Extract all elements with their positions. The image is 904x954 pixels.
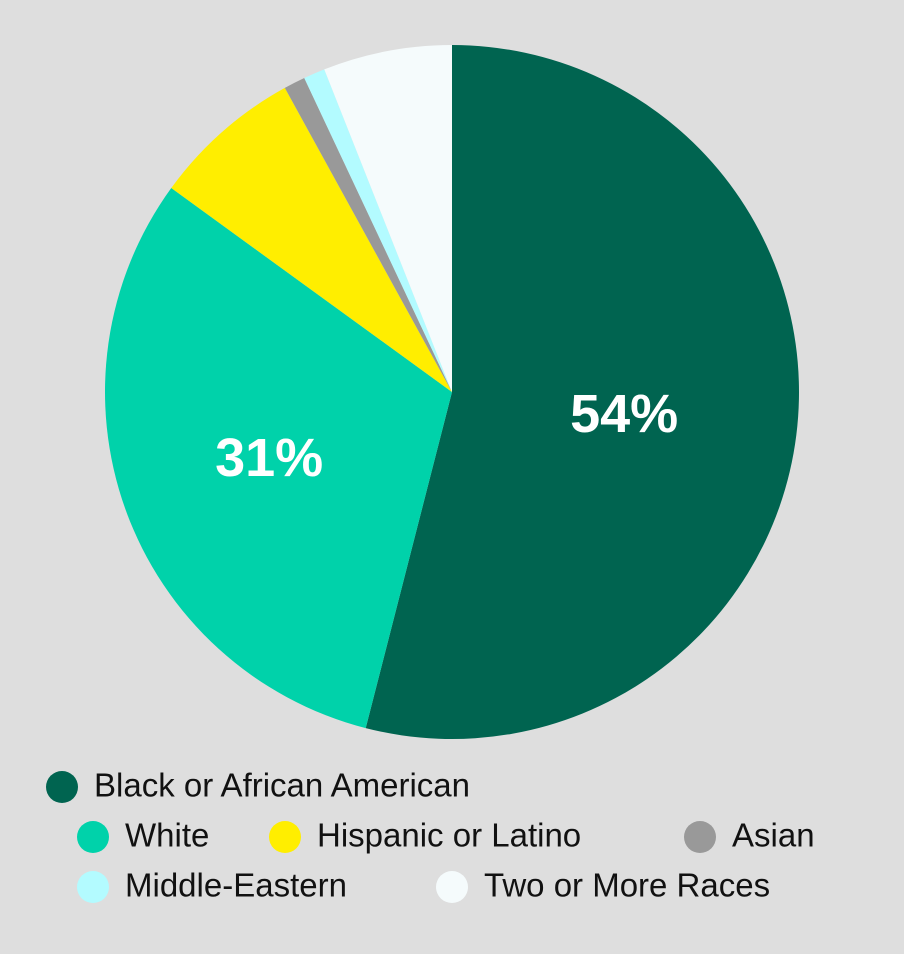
slice-label: 54% [570,384,678,444]
legend-swatch [46,771,78,803]
pie-slice [284,78,452,392]
legend-label: Two or More Races [484,867,770,904]
pie-slice [304,69,452,393]
legend-swatch [269,821,301,853]
legend-label: Black or African American [94,767,470,804]
legend-label: Hispanic or Latino [317,817,581,854]
pie-slice [104,188,452,729]
legend-swatch [684,821,716,853]
slice-label: 31% [215,428,323,488]
legend-swatch [77,821,109,853]
legend-swatch [436,871,468,903]
legend-swatch [77,871,109,903]
pie-slice [171,87,452,393]
pie-slice [365,45,799,739]
legend-label: Asian [732,817,815,854]
pie-slice [324,45,452,392]
legend-label: White [125,817,209,854]
legend-label: Middle-Eastern [125,867,347,904]
